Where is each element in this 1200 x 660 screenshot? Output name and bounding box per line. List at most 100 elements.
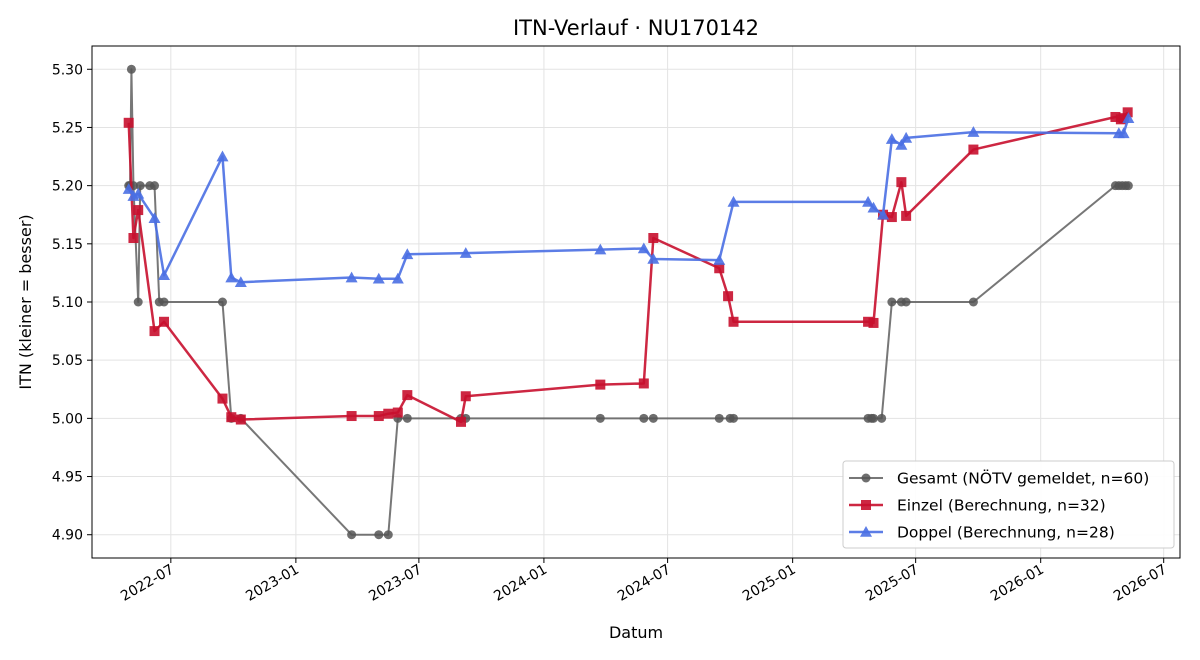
- data-point-gesamt: [159, 297, 169, 307]
- data-point-einzel: [123, 117, 134, 128]
- data-point-doppel: [594, 243, 607, 255]
- data-point-gesamt: [347, 530, 357, 540]
- data-point-doppel: [225, 271, 238, 283]
- data-point-doppel: [391, 272, 404, 284]
- data-point-einzel: [728, 316, 739, 327]
- data-point-doppel: [234, 276, 247, 288]
- legend-box: [842, 460, 1175, 549]
- data-point-gesamt: [714, 413, 724, 423]
- data-point-einzel: [868, 317, 879, 328]
- data-point-einzel: [714, 263, 725, 274]
- y-tick-label: 5.00: [52, 411, 83, 427]
- data-point-doppel: [713, 254, 726, 265]
- data-point-gesamt: [968, 297, 978, 307]
- data-point-einzel: [226, 412, 237, 423]
- series-einzel: [123, 107, 1133, 427]
- y-axis-title: ITN (kleiner = besser): [16, 214, 35, 389]
- data-point-gesamt: [383, 530, 393, 540]
- y-tick-label: 4.90: [52, 528, 83, 544]
- data-point-einzel: [383, 408, 394, 419]
- data-point-einzel: [133, 205, 144, 216]
- data-point-doppel: [158, 269, 171, 281]
- y-tick-label: 5.10: [52, 295, 83, 311]
- data-point-einzel: [149, 326, 160, 337]
- data-point-einzel: [648, 233, 659, 243]
- data-point-gesamt: [402, 413, 412, 423]
- data-point-einzel: [1122, 107, 1133, 118]
- data-point-doppel: [401, 248, 414, 260]
- data-point-doppel: [637, 242, 650, 254]
- y-tick-label: 5.15: [52, 237, 83, 253]
- data-point-gesamt: [126, 64, 136, 74]
- data-point-doppel: [885, 133, 898, 144]
- data-point-doppel: [895, 138, 908, 150]
- data-point-einzel: [1118, 113, 1129, 124]
- data-point-einzel: [863, 316, 874, 327]
- data-point-doppel: [727, 195, 740, 207]
- data-point-einzel: [159, 316, 170, 327]
- data-point-doppel: [900, 131, 913, 143]
- data-point-gesamt: [595, 413, 605, 423]
- data-point-einzel: [373, 411, 384, 422]
- data-point-einzel: [1110, 111, 1121, 122]
- data-point-einzel: [392, 407, 403, 418]
- data-point-gesamt: [901, 297, 911, 307]
- data-point-gesamt: [150, 181, 160, 191]
- data-point-gesamt: [639, 413, 649, 423]
- data-point-einzel: [723, 291, 734, 302]
- data-point-doppel: [372, 272, 385, 284]
- legend-label-doppel: Doppel (Berechnung, n=28): [897, 524, 1115, 542]
- data-point-einzel: [896, 177, 907, 188]
- data-point-gesamt: [135, 181, 145, 191]
- data-point-gesamt: [133, 297, 143, 307]
- data-point-doppel: [877, 208, 890, 220]
- data-point-doppel: [862, 195, 875, 207]
- y-tick-label: 5.05: [52, 353, 83, 369]
- data-point-doppel: [122, 183, 135, 194]
- data-point-gesamt: [648, 413, 658, 423]
- data-point-doppel: [967, 126, 980, 137]
- legend-marker-einzel: [861, 500, 871, 510]
- data-point-einzel: [235, 414, 246, 425]
- y-tick-label: 5.30: [52, 62, 83, 78]
- data-point-doppel: [1122, 112, 1135, 123]
- data-point-doppel: [1117, 127, 1130, 139]
- data-point-doppel: [132, 187, 145, 199]
- legend-marker-doppel: [860, 526, 872, 537]
- data-point-einzel: [128, 233, 139, 243]
- data-point-gesamt: [729, 413, 739, 423]
- data-point-gesamt: [869, 413, 879, 423]
- data-point-doppel: [148, 212, 161, 224]
- data-point-einzel: [346, 411, 357, 422]
- data-point-einzel: [402, 390, 413, 401]
- series-doppel: [122, 112, 1135, 288]
- legend-label-gesamt: Gesamt (NÖTV gemeldet, n=60): [897, 469, 1149, 488]
- data-point-doppel: [459, 247, 472, 258]
- legend: Gesamt (NÖTV gemeldet, n=60) Einzel (Bere…: [842, 460, 1175, 549]
- data-point-gesamt: [887, 297, 897, 307]
- y-tick-label: 4.95: [52, 470, 83, 486]
- data-point-einzel: [886, 212, 897, 223]
- data-point-doppel: [647, 252, 660, 264]
- data-point-doppel: [345, 271, 358, 283]
- data-point-doppel: [867, 201, 880, 213]
- data-point-einzel: [638, 378, 649, 389]
- chart-title: ITN-Verlauf · NU170142: [513, 16, 759, 40]
- y-tick-label: 5.20: [52, 179, 83, 195]
- legend-label-einzel: Einzel (Berechnung, n=32): [897, 497, 1106, 515]
- data-point-doppel: [216, 150, 229, 162]
- data-point-einzel: [217, 393, 228, 404]
- series-layer: [122, 64, 1135, 540]
- data-point-einzel: [595, 379, 606, 390]
- data-point-gesamt: [217, 297, 227, 307]
- data-point-einzel: [456, 416, 467, 427]
- data-point-einzel: [460, 391, 471, 402]
- data-point-einzel: [901, 210, 912, 221]
- y-tick-label: 5.25: [52, 120, 83, 136]
- data-point-gesamt: [1123, 181, 1133, 191]
- grid: [92, 46, 1180, 558]
- data-point-gesamt: [374, 530, 384, 540]
- legend-marker-gesamt: [861, 473, 871, 483]
